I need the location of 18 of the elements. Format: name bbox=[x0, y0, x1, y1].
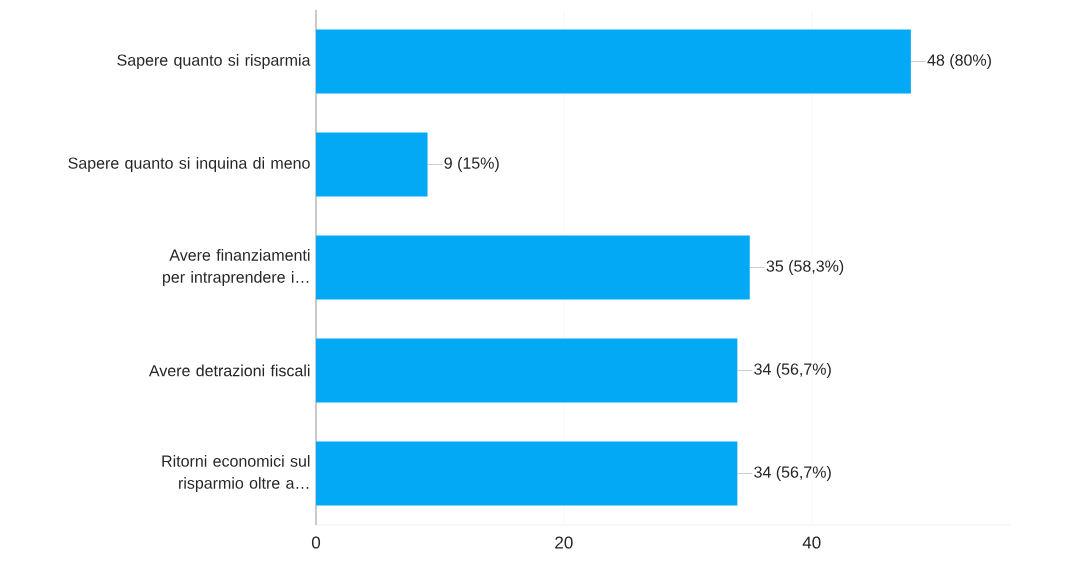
x-tick-label: 20 bbox=[555, 536, 573, 549]
data-label: 35 (58,3%) bbox=[766, 260, 844, 275]
data-label: 34 (56,7%) bbox=[754, 363, 831, 378]
data-label: 34 (56,7%) bbox=[754, 466, 831, 481]
y-tick-label: Avere finanziamenti per intraprendere i… bbox=[162, 249, 310, 286]
bar bbox=[316, 338, 738, 403]
data-label: 9 (15%) bbox=[444, 157, 499, 172]
bar bbox=[316, 29, 911, 94]
y-tick-label: Ritorni economici sul risparmio oltre a… bbox=[162, 455, 310, 492]
data-label: 48 (80%) bbox=[927, 54, 991, 69]
x-tick-label: 40 bbox=[802, 536, 821, 549]
bar bbox=[316, 235, 750, 300]
x-tick-label: 0 bbox=[311, 536, 321, 549]
y-tick-label: Sapere quanto si risparmia bbox=[117, 54, 311, 69]
bar bbox=[316, 132, 428, 197]
y-tick-label: Avere detrazioni fiscali bbox=[148, 364, 310, 377]
bar bbox=[316, 441, 738, 506]
y-tick-label: Sapere quanto si inquina di meno bbox=[68, 157, 310, 172]
